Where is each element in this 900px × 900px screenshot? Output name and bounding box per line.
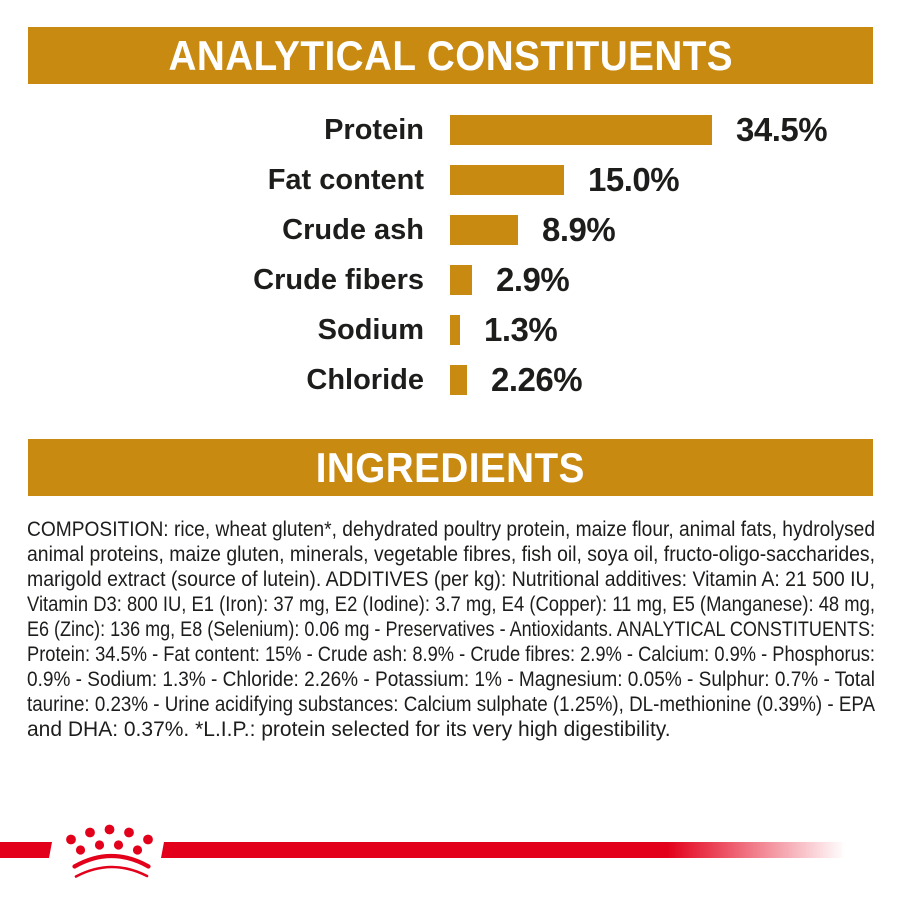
composition-line: Vitamin D3: 800 IU, E1 (Iron): 37 mg, E2…: [27, 593, 875, 616]
red-band-right: [161, 842, 845, 858]
brand-footer: [0, 820, 900, 890]
chart-value-label: 2.9%: [496, 261, 570, 298]
chart-category-label: Chloride: [306, 363, 424, 396]
composition-line: Protein: 34.5% - Fat content: 15% - Crud…: [27, 643, 875, 666]
composition-text: COMPOSITION: rice, wheat gluten*, dehydr…: [27, 517, 877, 742]
chart-value-label: 1.3%: [484, 311, 558, 348]
composition-line: taurine: 0.23% - Urine acidifying substa…: [27, 693, 875, 716]
chart-bar: [450, 165, 564, 195]
chart-category-label: Crude fibers: [253, 263, 424, 296]
composition-line: marigold extract (source of lutein). ADD…: [27, 568, 875, 591]
chart-bar: [450, 215, 518, 245]
analytical-constituents-title: ANALYTICAL CONSTITUENTS: [168, 31, 733, 79]
chart-category-label: Sodium: [317, 313, 424, 346]
chart-bar: [450, 365, 467, 395]
chart-value-label: 2.26%: [491, 361, 583, 398]
crown-arcs: [72, 853, 151, 878]
crown-dots: [66, 824, 153, 855]
composition-line: and DHA: 0.37%. *L.I.P.: protein selecte…: [27, 718, 671, 741]
chart-row: Crude fibers 2.9%: [0, 255, 900, 305]
chart-value-label: 8.9%: [542, 211, 616, 248]
chart-row: Sodium 1.3%: [0, 305, 900, 355]
analytical-constituents-banner: ANALYTICAL CONSTITUENTS: [28, 27, 873, 84]
chart-bar: [450, 115, 712, 145]
constituents-bar-chart: Protein 34.5% Fat content 15.0% Crude ash 8.9…: [0, 105, 900, 405]
chart-row: Crude ash 8.9%: [0, 205, 900, 255]
composition-line: animal proteins, maize gluten, minerals,…: [27, 543, 875, 566]
composition-line: E6 (Zinc): 136 mg, E8 (Selenium): 0.06 m…: [27, 618, 875, 641]
chart-value-label: 34.5%: [736, 111, 828, 148]
royal-canin-crown-icon: [66, 824, 153, 878]
composition-line: COMPOSITION: rice, wheat gluten*, dehydr…: [27, 518, 875, 541]
composition-line: 0.9% - Sodium: 1.3% - Chloride: 2.26% - …: [27, 668, 875, 691]
chart-category-label: Fat content: [267, 163, 424, 196]
chart-category-label: Crude ash: [282, 213, 424, 246]
chart-row: Protein 34.5%: [0, 105, 900, 155]
ingredients-title: INGREDIENTS: [315, 443, 586, 491]
chart-bar: [450, 265, 472, 295]
ingredients-banner: INGREDIENTS: [28, 439, 873, 496]
chart-value-label: 15.0%: [588, 161, 680, 198]
chart-category-label: Protein: [324, 113, 424, 146]
chart-row: Chloride 2.26%: [0, 355, 900, 405]
chart-bar: [450, 315, 460, 345]
chart-row: Fat content 15.0%: [0, 155, 900, 205]
red-band-left: [0, 842, 52, 858]
